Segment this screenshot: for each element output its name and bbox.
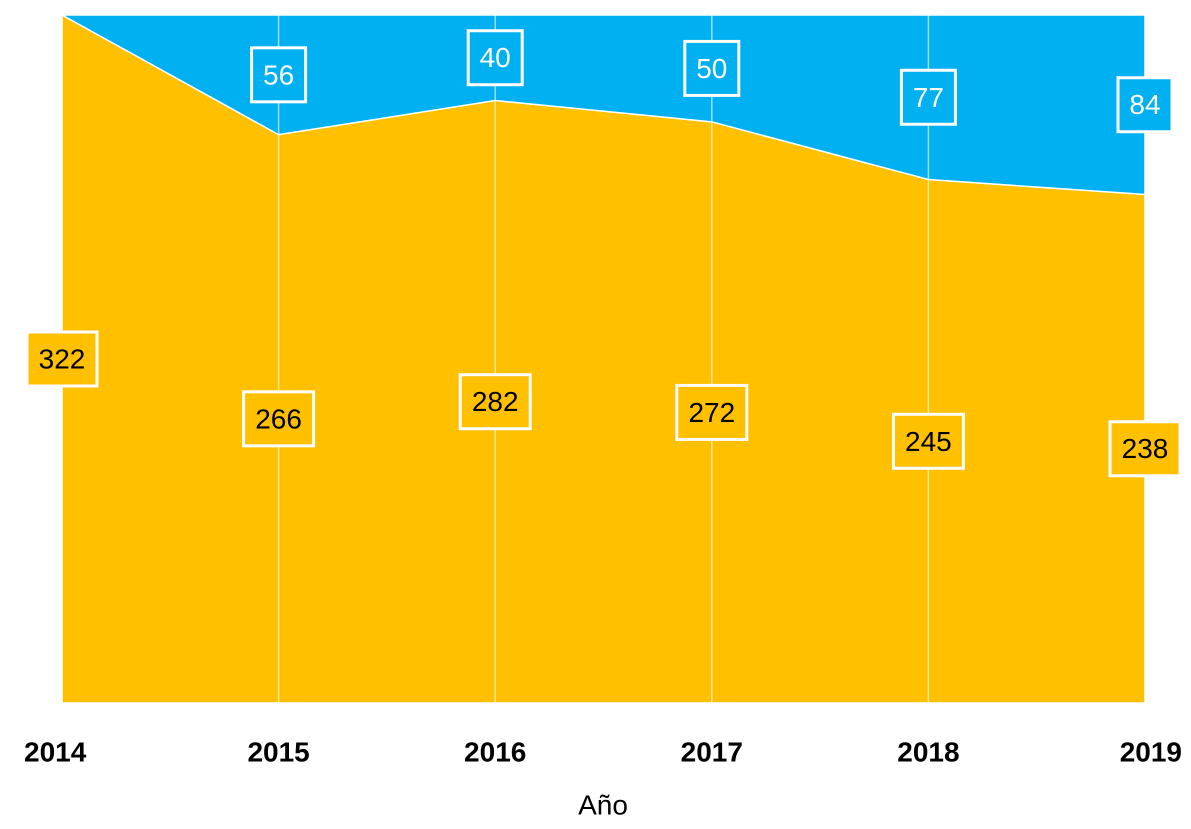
data-label-box — [675, 383, 749, 441]
data-label-box — [250, 46, 308, 104]
plot-area — [61, 13, 1146, 704]
data-label-box — [466, 29, 524, 87]
x-tick-label: 2015 — [247, 737, 309, 768]
data-label: 238 — [1122, 433, 1169, 464]
data-label-box — [458, 373, 532, 431]
data-label-box — [891, 412, 965, 470]
data-label: 266 — [255, 403, 302, 434]
data-label-box — [242, 390, 316, 448]
data-label: 322 — [39, 344, 86, 375]
data-label: 50 — [696, 53, 727, 84]
data-label-box — [25, 330, 99, 388]
data-label-box — [1108, 420, 1182, 478]
x-tick-label: 2016 — [464, 737, 526, 768]
data-label-box — [683, 39, 741, 97]
data-label: 282 — [472, 386, 519, 417]
data-labels: 322 266 282 272 245 238 56 40 50 77 84 — [25, 29, 1182, 478]
data-label: 272 — [688, 397, 735, 428]
x-tick-label: 2014 — [24, 737, 87, 768]
data-label-box — [1116, 76, 1174, 134]
x-tick-label: 2018 — [897, 737, 959, 768]
data-label: 56 — [263, 59, 294, 90]
x-tick-label: 2017 — [681, 737, 743, 768]
data-label: 84 — [1129, 89, 1160, 120]
data-label: 77 — [913, 82, 944, 113]
data-label: 245 — [905, 426, 952, 457]
x-tick-label: 2019 — [1120, 737, 1182, 768]
x-axis-title: Año — [578, 790, 628, 821]
data-label: 40 — [480, 42, 511, 73]
data-label-box — [899, 68, 957, 126]
